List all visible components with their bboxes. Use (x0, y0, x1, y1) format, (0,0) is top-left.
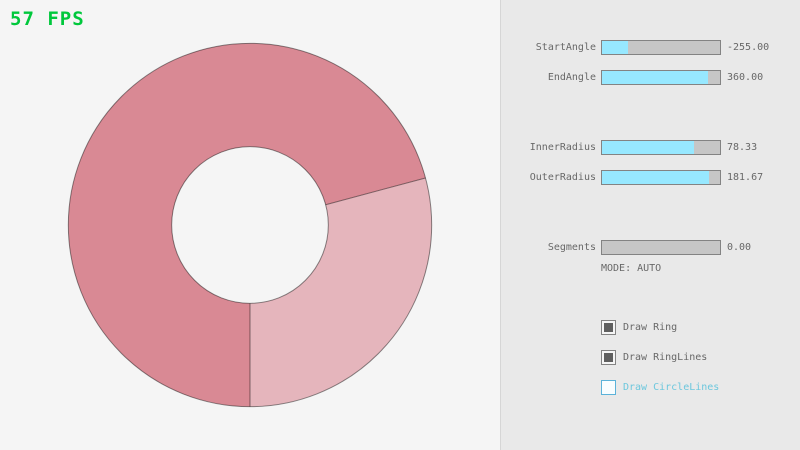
draw-circlelines-label: Draw CircleLines (623, 382, 720, 393)
innerradius-value: 78.33 (727, 142, 758, 153)
startangle-slider[interactable] (601, 40, 721, 55)
startangle-value: -255.00 (727, 42, 770, 53)
draw-circlelines-row: Draw CircleLines (601, 380, 800, 395)
innerradius-row: InnerRadius 78.33 (501, 140, 800, 155)
outerradius-value: 181.67 (727, 172, 764, 183)
draw-ringlines-label: Draw RingLines (623, 352, 708, 363)
fps-counter: 57 FPS (10, 8, 85, 30)
ring-chart (67, 42, 433, 408)
mode-text: MODE: AUTO (601, 263, 662, 274)
outerradius-slider-fill (602, 171, 710, 184)
endangle-slider[interactable] (601, 70, 721, 85)
segments-row: Segments 0.00 (501, 240, 800, 255)
draw-ring-checkbox[interactable] (601, 320, 616, 335)
endangle-value: 360.00 (727, 72, 764, 83)
endangle-slider-fill (602, 71, 709, 84)
outerradius-label: OuterRadius (529, 172, 596, 183)
innerradius-label: InnerRadius (529, 142, 596, 153)
control-panel: StartAngle -255.00 EndAngle 360.00 Inner… (500, 0, 800, 450)
draw-ring-row: Draw Ring (601, 320, 800, 335)
draw-ring-label: Draw Ring (623, 322, 678, 333)
draw-ringlines-checkbox[interactable] (601, 350, 616, 365)
outerradius-row: OuterRadius 181.67 (501, 170, 800, 185)
draw-circlelines-checkbox[interactable] (601, 380, 616, 395)
draw-ringlines-row: Draw RingLines (601, 350, 800, 365)
innerradius-slider-fill (602, 141, 695, 154)
segments-label: Segments (547, 242, 596, 253)
innerradius-slider[interactable] (601, 140, 721, 155)
segments-value: 0.00 (727, 242, 752, 253)
startangle-row: StartAngle -255.00 (501, 40, 800, 55)
startangle-label: StartAngle (535, 42, 596, 53)
endangle-label: EndAngle (547, 72, 596, 83)
outerradius-slider[interactable] (601, 170, 721, 185)
endangle-row: EndAngle 360.00 (501, 70, 800, 85)
startangle-slider-fill (602, 41, 628, 54)
segments-slider[interactable] (601, 240, 721, 255)
